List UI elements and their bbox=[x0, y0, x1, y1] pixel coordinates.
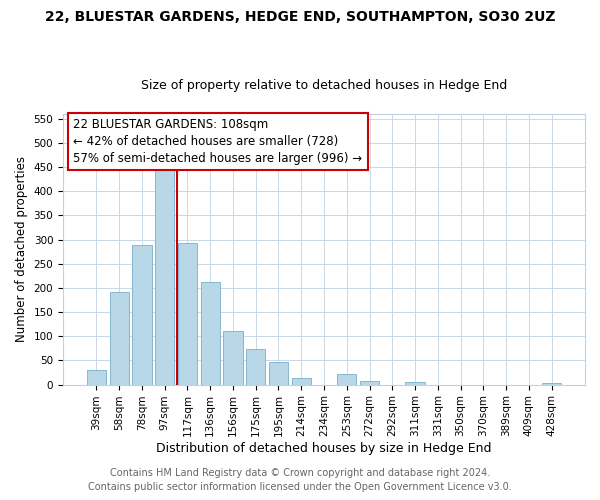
Bar bbox=[87, 370, 106, 384]
X-axis label: Distribution of detached houses by size in Hedge End: Distribution of detached houses by size … bbox=[156, 442, 492, 455]
Title: Size of property relative to detached houses in Hedge End: Size of property relative to detached ho… bbox=[141, 79, 507, 92]
Bar bbox=[246, 349, 265, 384]
Bar bbox=[223, 332, 242, 384]
Y-axis label: Number of detached properties: Number of detached properties bbox=[15, 156, 28, 342]
Bar bbox=[292, 378, 311, 384]
Text: 22, BLUESTAR GARDENS, HEDGE END, SOUTHAMPTON, SO30 2UZ: 22, BLUESTAR GARDENS, HEDGE END, SOUTHAM… bbox=[45, 10, 555, 24]
Bar bbox=[155, 162, 175, 384]
Text: 22 BLUESTAR GARDENS: 108sqm
← 42% of detached houses are smaller (728)
57% of se: 22 BLUESTAR GARDENS: 108sqm ← 42% of det… bbox=[73, 118, 362, 165]
Bar bbox=[406, 382, 425, 384]
Bar bbox=[269, 362, 288, 384]
Bar bbox=[542, 382, 561, 384]
Bar bbox=[132, 246, 152, 384]
Text: Contains HM Land Registry data © Crown copyright and database right 2024.
Contai: Contains HM Land Registry data © Crown c… bbox=[88, 468, 512, 492]
Bar bbox=[360, 380, 379, 384]
Bar bbox=[178, 243, 197, 384]
Bar bbox=[337, 374, 356, 384]
Bar bbox=[110, 292, 129, 384]
Bar bbox=[200, 282, 220, 384]
